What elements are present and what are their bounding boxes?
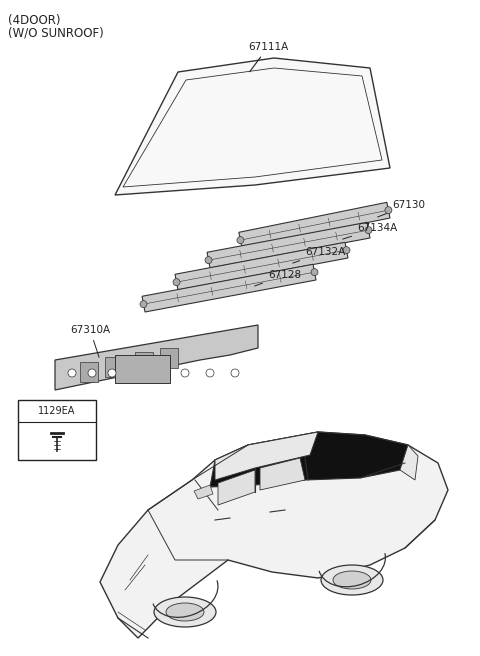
Text: (4DOOR): (4DOOR)	[8, 14, 60, 27]
Circle shape	[173, 279, 180, 285]
FancyBboxPatch shape	[135, 352, 153, 372]
Polygon shape	[142, 264, 316, 312]
Text: 1129EA: 1129EA	[38, 406, 76, 416]
Polygon shape	[175, 242, 348, 290]
Circle shape	[68, 369, 76, 377]
Text: 67111A: 67111A	[248, 42, 288, 72]
Text: 67310A: 67310A	[70, 325, 110, 358]
PathPatch shape	[115, 58, 390, 195]
Polygon shape	[210, 432, 408, 487]
Polygon shape	[194, 485, 213, 499]
Circle shape	[237, 237, 244, 243]
Polygon shape	[239, 202, 390, 248]
Circle shape	[88, 369, 96, 377]
Text: (W/O SUNROOF): (W/O SUNROOF)	[8, 26, 104, 39]
Ellipse shape	[166, 603, 204, 621]
Circle shape	[205, 256, 212, 264]
Circle shape	[311, 269, 318, 276]
Polygon shape	[100, 432, 448, 638]
Circle shape	[206, 369, 214, 377]
Polygon shape	[260, 458, 305, 490]
Circle shape	[181, 369, 189, 377]
Text: 67130: 67130	[378, 200, 425, 217]
Polygon shape	[400, 445, 418, 480]
Text: 67128: 67128	[254, 270, 301, 286]
Text: 67132A: 67132A	[293, 247, 345, 263]
FancyBboxPatch shape	[105, 357, 123, 377]
Circle shape	[365, 226, 372, 234]
Ellipse shape	[321, 565, 383, 595]
FancyBboxPatch shape	[18, 400, 96, 460]
Circle shape	[385, 207, 392, 214]
FancyBboxPatch shape	[80, 362, 98, 382]
Text: 67134A: 67134A	[343, 223, 397, 239]
Polygon shape	[55, 325, 258, 390]
Polygon shape	[207, 222, 370, 268]
Ellipse shape	[154, 597, 216, 627]
FancyBboxPatch shape	[115, 355, 170, 383]
Circle shape	[231, 369, 239, 377]
Circle shape	[343, 247, 350, 254]
Circle shape	[140, 300, 147, 308]
Polygon shape	[218, 470, 255, 505]
Circle shape	[108, 369, 116, 377]
Ellipse shape	[333, 571, 371, 589]
FancyBboxPatch shape	[160, 348, 178, 368]
Polygon shape	[215, 432, 318, 480]
